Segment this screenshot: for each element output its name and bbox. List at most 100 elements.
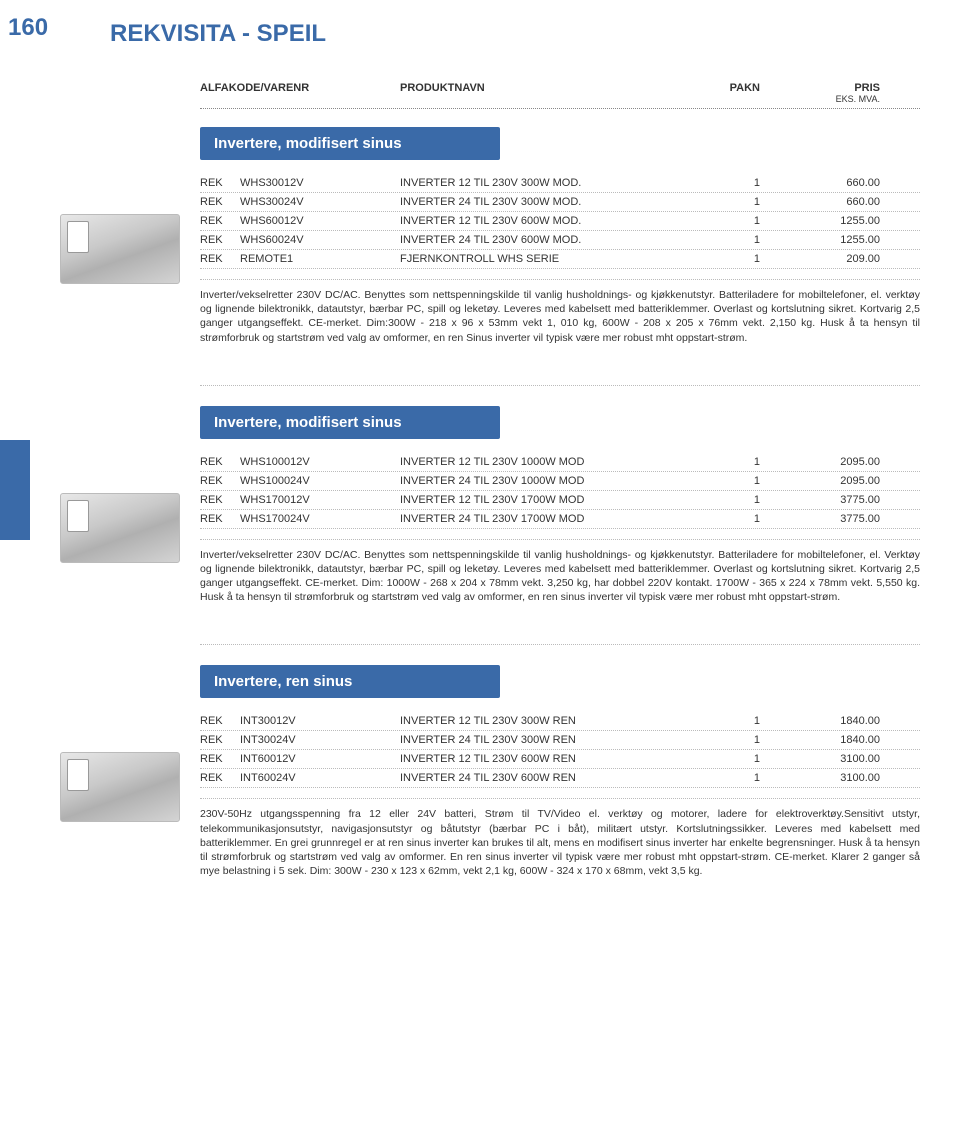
product-thumbnail: [60, 174, 190, 345]
cell-product-name: INVERTER 12 TIL 230V 300W REN: [400, 715, 680, 727]
cell-product-name: INVERTER 24 TIL 230V 1700W MOD: [400, 513, 680, 525]
cell-price: 660.00: [760, 196, 880, 208]
section-separator: [200, 385, 920, 386]
table-row: REKINT30012VINVERTER 12 TIL 230V 300W RE…: [200, 712, 920, 731]
section-content: REKINT30012VINVERTER 12 TIL 230V 300W RE…: [200, 712, 920, 878]
cell-pakn: 1: [680, 196, 760, 208]
cell-product-name: INVERTER 12 TIL 230V 300W MOD.: [400, 177, 680, 189]
cell-pakn: 1: [680, 753, 760, 765]
table-row: REKWHS60012VINVERTER 12 TIL 230V 600W MO…: [200, 212, 920, 231]
cell-price: 3775.00: [760, 513, 880, 525]
cell-sku: WHS100012V: [240, 456, 400, 468]
product-table: REKWHS30012VINVERTER 12 TIL 230V 300W MO…: [200, 174, 920, 269]
inverter-image: [60, 214, 180, 284]
table-row: REKINT30024VINVERTER 24 TIL 230V 300W RE…: [200, 731, 920, 750]
cell-sku: WHS30012V: [240, 177, 400, 189]
section-heading: Invertere, modifisert sinus: [200, 127, 500, 160]
cell-sku: INT60012V: [240, 753, 400, 765]
cell-brand: REK: [200, 772, 240, 784]
cell-price: 209.00: [760, 253, 880, 265]
cell-brand: REK: [200, 734, 240, 746]
cell-sku: INT30024V: [240, 734, 400, 746]
header-col-price-label: PRIS: [854, 82, 880, 94]
cell-price: 2095.00: [760, 475, 880, 487]
section-description: Inverter/vekselretter 230V DC/AC. Benytt…: [200, 539, 920, 605]
cell-product-name: INVERTER 24 TIL 230V 1000W MOD: [400, 475, 680, 487]
cell-product-name: FJERNKONTROLL WHS SERIE: [400, 253, 680, 265]
cell-brand: REK: [200, 513, 240, 525]
table-row: REKWHS100024VINVERTER 24 TIL 230V 1000W …: [200, 472, 920, 491]
product-thumbnail: [60, 712, 190, 878]
cell-product-name: INVERTER 12 TIL 230V 600W MOD.: [400, 215, 680, 227]
cell-pakn: 1: [680, 734, 760, 746]
product-table: REKINT30012VINVERTER 12 TIL 230V 300W RE…: [200, 712, 920, 788]
cell-pakn: 1: [680, 456, 760, 468]
table-row: REKINT60012VINVERTER 12 TIL 230V 600W RE…: [200, 750, 920, 769]
inverter-image: [60, 493, 180, 563]
table-row: REKINT60024VINVERTER 24 TIL 230V 600W RE…: [200, 769, 920, 788]
table-row: REKWHS170024VINVERTER 24 TIL 230V 1700W …: [200, 510, 920, 529]
header-col-pakn: PAKN: [680, 82, 760, 104]
cell-price: 1840.00: [760, 715, 880, 727]
page-number: 160: [8, 14, 48, 42]
section-description: 230V-50Hz utgangsspenning fra 12 eller 2…: [200, 798, 920, 878]
table-row: REKWHS30012VINVERTER 12 TIL 230V 300W MO…: [200, 174, 920, 193]
cell-brand: REK: [200, 196, 240, 208]
cell-brand: REK: [200, 456, 240, 468]
cell-price: 3775.00: [760, 494, 880, 506]
cell-product-name: INVERTER 24 TIL 230V 600W REN: [400, 772, 680, 784]
header-col-sku: ALFAKODE/VARENR: [200, 82, 400, 104]
cell-brand: REK: [200, 177, 240, 189]
side-tab: [0, 440, 30, 540]
table-row: REKREMOTE1FJERNKONTROLL WHS SERIE1209.00: [200, 250, 920, 269]
table-row: REKWHS30024VINVERTER 24 TIL 230V 300W MO…: [200, 193, 920, 212]
table-row: REKWHS170012VINVERTER 12 TIL 230V 1700W …: [200, 491, 920, 510]
cell-sku: WHS170024V: [240, 513, 400, 525]
cell-price: 3100.00: [760, 753, 880, 765]
product-thumbnail: [60, 453, 190, 605]
cell-sku: INT60024V: [240, 772, 400, 784]
cell-sku: WHS60024V: [240, 234, 400, 246]
table-row: REKWHS60024VINVERTER 24 TIL 230V 600W MO…: [200, 231, 920, 250]
cell-product-name: INVERTER 12 TIL 230V 600W REN: [400, 753, 680, 765]
header-col-price-sub: EKS. MVA.: [760, 94, 880, 104]
cell-pakn: 1: [680, 715, 760, 727]
cell-brand: REK: [200, 715, 240, 727]
cell-price: 1255.00: [760, 234, 880, 246]
cell-price: 1255.00: [760, 215, 880, 227]
section-heading: Invertere, modifisert sinus: [200, 406, 500, 439]
cell-price: 2095.00: [760, 456, 880, 468]
inverter-image: [60, 752, 180, 822]
cell-sku: WHS170012V: [240, 494, 400, 506]
cell-brand: REK: [200, 253, 240, 265]
section-description: Inverter/vekselretter 230V DC/AC. Benytt…: [200, 279, 920, 345]
cell-pakn: 1: [680, 513, 760, 525]
page-title: REKVISITA - SPEIL: [110, 20, 920, 48]
cell-sku: WHS60012V: [240, 215, 400, 227]
product-section: REKWHS100012VINVERTER 12 TIL 230V 1000W …: [60, 453, 920, 605]
cell-price: 3100.00: [760, 772, 880, 784]
cell-sku: REMOTE1: [240, 253, 400, 265]
cell-pakn: 1: [680, 475, 760, 487]
cell-sku: INT30012V: [240, 715, 400, 727]
cell-pakn: 1: [680, 177, 760, 189]
cell-pakn: 1: [680, 253, 760, 265]
cell-brand: REK: [200, 494, 240, 506]
header-col-price: PRIS EKS. MVA.: [760, 82, 880, 104]
section-separator: [200, 644, 920, 645]
table-row: REKWHS100012VINVERTER 12 TIL 230V 1000W …: [200, 453, 920, 472]
cell-price: 660.00: [760, 177, 880, 189]
cell-brand: REK: [200, 753, 240, 765]
cell-product-name: INVERTER 12 TIL 230V 1000W MOD: [400, 456, 680, 468]
section-content: REKWHS100012VINVERTER 12 TIL 230V 1000W …: [200, 453, 920, 605]
cell-product-name: INVERTER 12 TIL 230V 1700W MOD: [400, 494, 680, 506]
header-col-name: PRODUKTNAVN: [400, 82, 680, 104]
cell-brand: REK: [200, 475, 240, 487]
section-heading: Invertere, ren sinus: [200, 665, 500, 698]
section-content: REKWHS30012VINVERTER 12 TIL 230V 300W MO…: [200, 174, 920, 345]
cell-pakn: 1: [680, 772, 760, 784]
table-header: ALFAKODE/VARENR PRODUKTNAVN PAKN PRIS EK…: [200, 78, 920, 109]
cell-sku: WHS100024V: [240, 475, 400, 487]
cell-brand: REK: [200, 215, 240, 227]
cell-sku: WHS30024V: [240, 196, 400, 208]
